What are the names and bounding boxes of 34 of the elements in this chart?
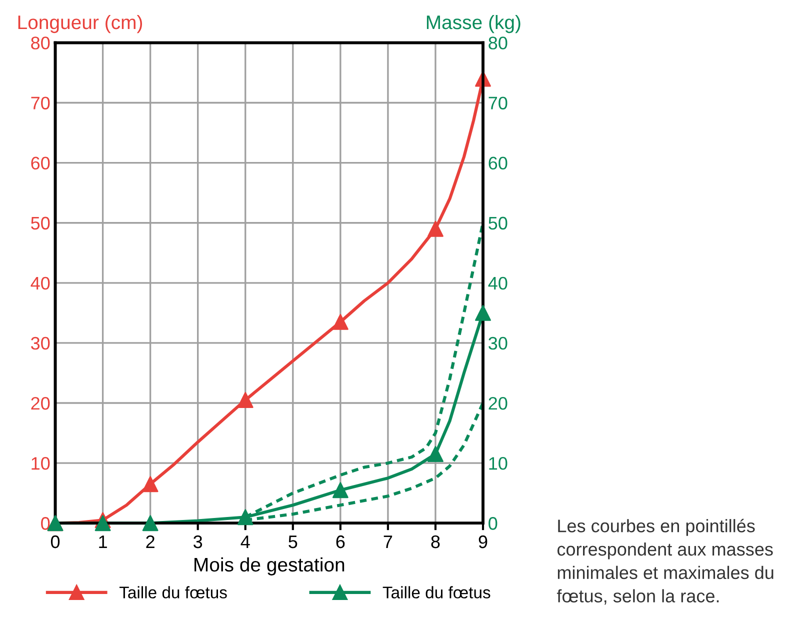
y-tick-label: 50 (31, 216, 50, 230)
y2-tick-label: 20 (488, 396, 508, 410)
legend-label: Taille du fœtus (119, 586, 227, 598)
y2-tick-label: 40 (488, 276, 508, 290)
x-tick-label: 3 (194, 535, 202, 548)
legend-label: Taille du fœtus (382, 586, 490, 598)
x-tick-label: 4 (240, 536, 250, 548)
y2-tick-label: 80 (488, 36, 508, 50)
x-tick-label: 1 (99, 536, 107, 548)
y2-tick-label: 30 (488, 336, 508, 350)
y2-axis-title: Masse (kg) (426, 14, 520, 34)
y-tick-label: 20 (31, 396, 50, 410)
x-tick-label: 7 (384, 536, 392, 548)
y2-tick-label: 10 (489, 457, 508, 470)
x-tick-label: 2 (146, 535, 154, 548)
x-axis-title: Mois de gestation (194, 557, 344, 576)
y2-tick-label: 70 (488, 96, 508, 110)
y-tick-label: 40 (30, 276, 50, 290)
y-tick-label: 70 (31, 96, 50, 110)
x-tick-label: 9 (478, 535, 488, 548)
x-tick-label: 6 (336, 535, 345, 548)
y-tick-label: 80 (31, 36, 50, 50)
y2-tick-label: 50 (488, 216, 508, 230)
x-tick-label: 8 (431, 535, 440, 548)
y2-tick-label: 0 (488, 517, 498, 530)
y-tick-label: 60 (31, 156, 50, 170)
y-tick-label: 30 (31, 336, 50, 350)
y-tick-label: 0 (41, 517, 50, 530)
text: Les courbes en pointillés correspondent aux masses minimales et maximales du fœtus, selon la race. (556, 518, 774, 605)
y-tick-label: 10 (32, 457, 50, 470)
x-tick-label: 0 (50, 535, 60, 548)
x-tick-label: 5 (288, 536, 298, 548)
y-axis-title: Longueur (cm) (18, 14, 142, 34)
y2-tick-label: 60 (488, 156, 508, 170)
